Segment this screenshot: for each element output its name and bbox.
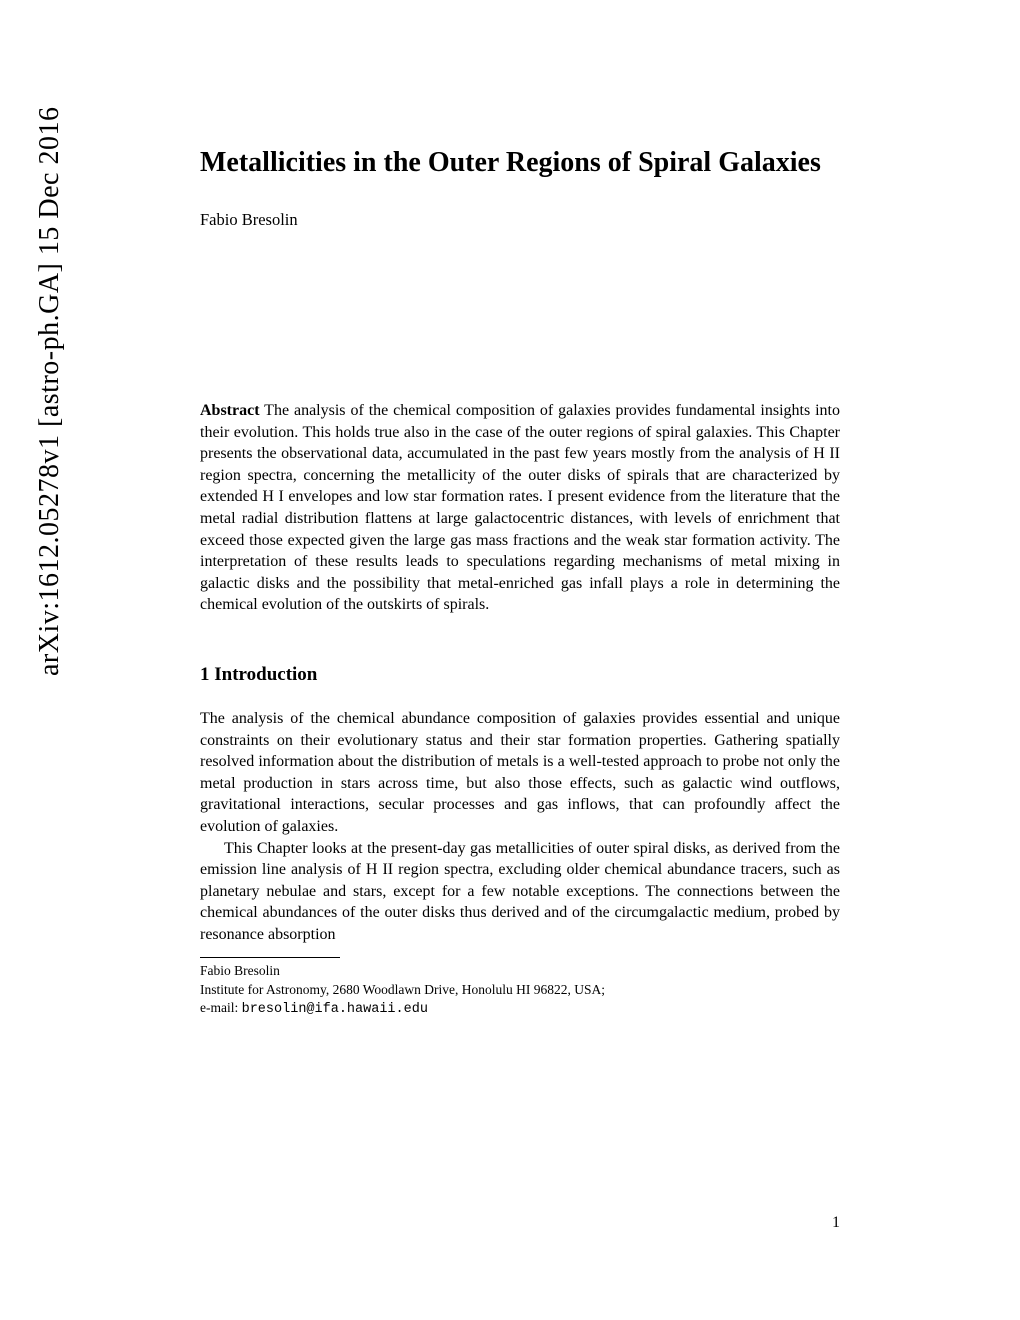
paper-content: Metallicities in the Outer Regions of Sp… bbox=[200, 145, 840, 1019]
footnote-email-label: e-mail: bbox=[200, 1000, 242, 1015]
abstract-label: Abstract bbox=[200, 402, 260, 419]
footnote-email-line: e-mail: bresolin@ifa.hawaii.edu bbox=[200, 999, 840, 1019]
paper-title: Metallicities in the Outer Regions of Sp… bbox=[200, 145, 840, 180]
footnote-author: Fabio Bresolin bbox=[200, 962, 840, 980]
footnote: Fabio Bresolin Institute for Astronomy, … bbox=[200, 962, 840, 1019]
abstract-text: The analysis of the chemical composition… bbox=[200, 402, 840, 613]
section-heading: 1 Introduction bbox=[200, 664, 840, 686]
body-paragraph-2: This Chapter looks at the present-day ga… bbox=[200, 838, 840, 946]
section-number: 1 bbox=[200, 664, 210, 685]
abstract: Abstract The analysis of the chemical co… bbox=[200, 400, 840, 616]
footnote-affiliation: Institute for Astronomy, 2680 Woodlawn D… bbox=[200, 981, 840, 999]
body-paragraph-1: The analysis of the chemical abundance c… bbox=[200, 708, 840, 838]
page-number: 1 bbox=[832, 1214, 840, 1232]
section-title: Introduction bbox=[214, 664, 317, 685]
body-text: The analysis of the chemical abundance c… bbox=[200, 708, 840, 946]
author-name: Fabio Bresolin bbox=[200, 210, 840, 230]
footnote-email: bresolin@ifa.hawaii.edu bbox=[242, 1002, 428, 1017]
footnote-rule bbox=[200, 957, 340, 958]
arxiv-identifier: arXiv:1612.05278v1 [astro-ph.GA] 15 Dec … bbox=[34, 107, 66, 676]
